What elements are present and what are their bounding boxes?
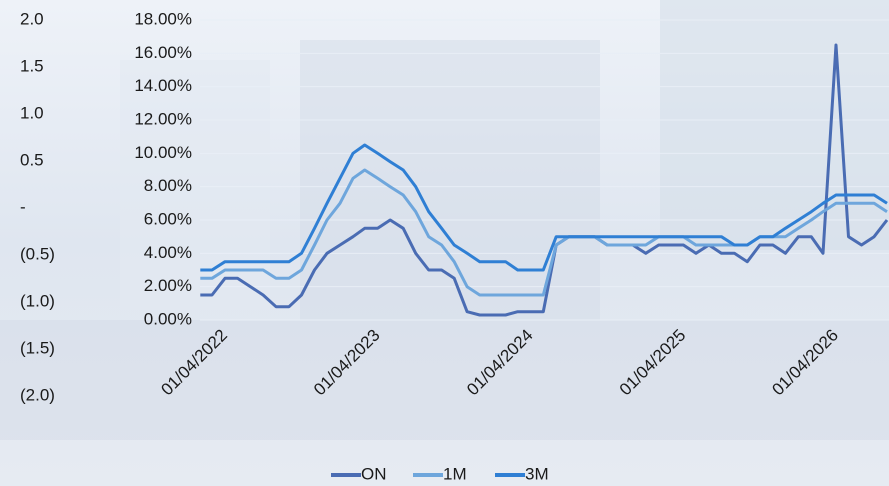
y-tick-label: 18.00% (134, 9, 192, 28)
series-line (200, 143, 888, 272)
series-line (200, 43, 889, 317)
y-tick-label: 2.00% (144, 276, 192, 295)
y2-tick-label: (1.0) (20, 291, 55, 310)
legend-label: 3M (525, 464, 549, 483)
y2-tick-label: (0.5) (20, 244, 55, 263)
y-tick-label: 10.00% (134, 143, 192, 162)
y2-tick-label: (2.0) (20, 385, 55, 404)
legend-label: ON (361, 464, 387, 483)
y2-tick-label: 0.5 (20, 150, 44, 169)
y-tick-label: 0.00% (144, 309, 192, 328)
y2-tick-label: 2.0 (20, 9, 44, 28)
y2-tick-label: (1.5) (20, 338, 55, 357)
y2-tick-label: - (20, 197, 26, 216)
y-tick-label: 8.00% (144, 176, 192, 195)
y-tick-label: 6.00% (144, 209, 192, 228)
legend-label: 1M (443, 464, 467, 483)
y-tick-label: 4.00% (144, 243, 192, 262)
y2-tick-label: 1.5 (20, 56, 44, 75)
y-tick-label: 14.00% (134, 76, 192, 95)
y-tick-label: 12.00% (134, 109, 192, 128)
y-tick-label: 16.00% (134, 43, 192, 62)
y2-tick-label: 1.0 (20, 103, 44, 122)
